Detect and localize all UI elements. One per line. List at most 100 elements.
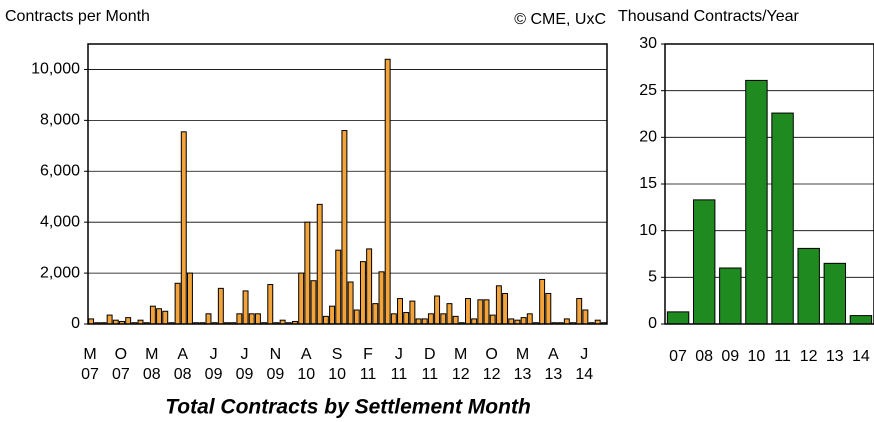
x-tick-label: O 12 [483, 346, 501, 383]
plot-frame [87, 43, 608, 325]
bar [378, 271, 385, 325]
bar [434, 295, 441, 325]
bar [483, 299, 490, 325]
bar [576, 298, 583, 325]
x-tick-label: 14 [852, 348, 870, 365]
x-tick-label: A 08 [174, 346, 192, 383]
x-tick-label: J 11 [391, 346, 408, 383]
x-tick-label: D 11 [422, 346, 439, 383]
bar [539, 278, 546, 325]
bar [427, 313, 434, 325]
x-tick-label: S 10 [328, 346, 346, 383]
bar [254, 313, 261, 325]
bar [471, 318, 478, 325]
y-tick-label: 4,000 [40, 213, 80, 230]
bar [347, 281, 354, 325]
bar [390, 313, 397, 325]
bar [329, 305, 336, 325]
bar [248, 313, 255, 325]
bar [397, 298, 403, 325]
y-tick-label: 25 [639, 82, 657, 99]
x-tick-label: J 14 [575, 346, 593, 383]
bar [771, 112, 794, 325]
bar [666, 311, 690, 325]
source: © CME, UxC [514, 11, 606, 28]
bar [440, 313, 447, 325]
x-tick-label: N 09 [266, 346, 284, 383]
bar [125, 317, 132, 325]
bar [366, 248, 373, 325]
x-tick-label: M 08 [143, 346, 161, 383]
y-tick-label: 5 [648, 269, 657, 286]
x-tick-label: 10 [748, 348, 766, 365]
x-tick-label: 07 [669, 348, 687, 365]
bar [335, 249, 342, 325]
y-axis-label: Thousand Contracts/Year [618, 8, 800, 25]
bar [242, 290, 249, 325]
bar [719, 267, 742, 325]
bar [106, 314, 113, 325]
y-tick-label: 10,000 [31, 61, 80, 78]
x-tick-label: O 07 [112, 346, 130, 383]
bar [310, 280, 317, 325]
bar [149, 305, 156, 325]
bar [508, 318, 515, 325]
x-tick-label: 11 [774, 348, 791, 365]
bar [489, 314, 496, 325]
x-tick-label: J 09 [205, 346, 223, 383]
bar [745, 79, 768, 325]
bar [236, 313, 243, 325]
y-tick-label: 10 [639, 222, 657, 239]
bar [341, 130, 348, 325]
bar [267, 284, 274, 325]
bar [205, 313, 212, 325]
bar [502, 292, 509, 325]
bar [372, 303, 379, 325]
plot-frame [664, 43, 874, 325]
bar [526, 313, 533, 325]
x-tick-label: M 12 [452, 346, 470, 383]
bar [545, 292, 552, 325]
bar [520, 317, 527, 325]
bar [174, 282, 181, 325]
bar [403, 312, 410, 325]
bar [495, 285, 502, 325]
bar [298, 272, 305, 325]
bar [217, 287, 224, 325]
x-tick-label: 12 [800, 348, 818, 365]
bar [452, 315, 459, 325]
y-tick-label: 0 [648, 315, 657, 332]
y-tick-label: 2,000 [40, 264, 80, 281]
bar [322, 315, 329, 325]
y-axis-label: Contracts per Month [5, 8, 150, 25]
bar [823, 262, 847, 325]
bar [162, 310, 169, 325]
x-tick-label: 09 [721, 348, 739, 365]
bar [415, 318, 422, 325]
x-tick-label: 13 [826, 348, 844, 365]
bar [186, 272, 193, 325]
x-tick-label: 08 [695, 348, 713, 365]
y-tick-label: 6,000 [40, 162, 80, 179]
y-tick-label: 8,000 [40, 112, 80, 129]
chart-title: Total Contracts by Settlement Month [165, 396, 531, 419]
bar [409, 300, 416, 325]
x-tick-label: M 07 [81, 346, 99, 383]
bar [849, 315, 873, 325]
y-tick-label: 30 [639, 35, 657, 52]
bar [797, 247, 820, 325]
bar [563, 318, 570, 325]
bar [304, 221, 311, 325]
bar [156, 308, 163, 325]
y-tick-label: 0 [71, 315, 80, 332]
y-tick-label: 20 [639, 129, 657, 146]
x-tick-label: A 10 [297, 346, 315, 383]
bar [582, 309, 589, 325]
bar [88, 318, 95, 325]
bar [359, 261, 366, 325]
bar [477, 299, 484, 325]
x-tick-label: J 09 [236, 346, 254, 383]
bar [446, 303, 453, 325]
bar [692, 199, 716, 325]
